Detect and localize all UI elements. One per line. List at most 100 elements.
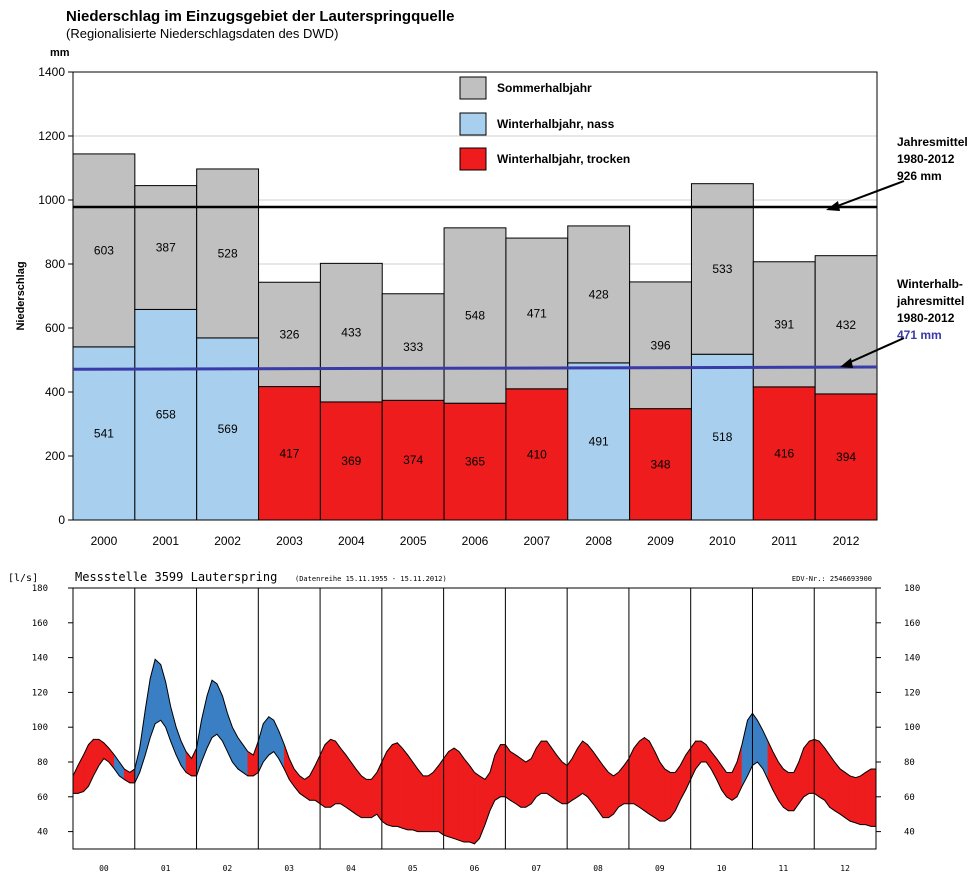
- data-label-winter-2010: 518: [712, 430, 732, 444]
- bar-winter-2007: [505, 388, 569, 521]
- x-tick-label: 2001: [152, 534, 179, 548]
- flow-x-tick-label: 10: [717, 864, 727, 873]
- edv-number: EDV-Nr.: 2546693900: [792, 575, 872, 583]
- bar-summer-2008: [567, 225, 631, 364]
- data-label-summer-2008: 428: [589, 287, 609, 301]
- flow-band-segment: [500, 744, 506, 798]
- flow-y-tick-label-right: 80: [904, 758, 915, 768]
- flow-x-tick-label: 12: [840, 864, 850, 873]
- data-label-summer-2003: 326: [279, 327, 299, 341]
- flow-band-segment: [767, 740, 774, 790]
- x-tick-label: 2011: [771, 534, 797, 548]
- x-tick-label: 2004: [338, 534, 365, 548]
- flow-band-segment: [154, 658, 162, 725]
- data-label-winter-2003: 417: [279, 446, 299, 460]
- bar-summer-2000: [72, 153, 136, 348]
- bar-summer-2007: [505, 237, 569, 390]
- flow-band-segment: [392, 742, 398, 827]
- annual-mean-arrowhead: [826, 201, 840, 211]
- flow-unit-label: [l/s]: [8, 573, 38, 584]
- flow-x-tick-label: 02: [223, 864, 233, 873]
- flow-x-tick-label: 06: [470, 864, 480, 873]
- bar-winter-2010: [690, 353, 754, 521]
- flow-y-tick-label: 180: [32, 584, 48, 594]
- data-label-winter-2007: 410: [527, 447, 547, 461]
- bar-winter-2012: [814, 393, 878, 521]
- flow-band-segment: [556, 754, 563, 805]
- flow-band-segment: [535, 740, 542, 798]
- legend-label: Winterhalbjahr, nass: [497, 117, 615, 131]
- flow-band-segment: [401, 747, 409, 831]
- flow-band-segment: [314, 754, 321, 805]
- flow-band-segment: [787, 772, 795, 812]
- flow-band-segment: [371, 771, 378, 819]
- flow-y-tick-label: 60: [37, 793, 48, 803]
- flow-band-segment: [335, 740, 341, 805]
- flow-band-segment: [366, 779, 372, 818]
- flow-band-segment: [546, 740, 553, 798]
- flow-band-segment: [860, 771, 866, 825]
- flow-band-segment: [577, 740, 583, 798]
- flow-band-segment: [144, 678, 151, 756]
- flow-band-segment: [582, 740, 588, 798]
- flow-band-segment: [844, 771, 851, 822]
- flow-band-segment: [396, 742, 403, 829]
- flow-band-segment: [855, 775, 861, 826]
- winter-mean-label-line: jahresmittel: [896, 294, 964, 308]
- bar-summer-2012: [814, 255, 878, 395]
- flow-band-segment: [443, 750, 449, 838]
- legend-swatch: [459, 147, 487, 171]
- flow-band-segment: [592, 750, 599, 812]
- flow-band-segment: [381, 751, 388, 826]
- flow-band-segment: [216, 683, 223, 742]
- flow-y-tick-label-right: 140: [904, 654, 920, 664]
- y-tick-label: 400: [45, 385, 65, 399]
- data-label-winter-2002: 569: [218, 422, 238, 436]
- winter-mean-label-line: 1980-2012: [897, 311, 955, 325]
- flow-band-segment: [839, 768, 846, 819]
- spring-discharge-chart: [l/s] Messstelle 3599 Lauterspring (Datenr…: [8, 570, 920, 873]
- bar-summer-2009: [629, 281, 692, 410]
- annual-mean-label-line: 1980-2012: [897, 152, 955, 166]
- flow-y-tick-label-right: 160: [904, 619, 920, 629]
- flow-band-segment: [417, 768, 424, 832]
- flow-band-segment: [479, 775, 486, 839]
- bar-summer-2002: [196, 168, 260, 339]
- flow-band-segment: [566, 757, 573, 805]
- flow-band-segment: [355, 768, 362, 819]
- flow-band-segment: [808, 738, 815, 794]
- flow-y-tick-label-right: 180: [904, 584, 920, 594]
- flow-x-tick-label: 11: [779, 864, 789, 873]
- flow-band-segment: [304, 775, 310, 801]
- annual-mean-label-line: Jahresmittel: [897, 135, 968, 149]
- flow-band-segment: [721, 764, 727, 798]
- flow-band-segment: [602, 764, 609, 818]
- flow-x-tick-label: 08: [593, 864, 603, 873]
- flow-band-segment: [432, 764, 439, 832]
- flow-band-segment: [386, 743, 393, 827]
- flow-y-tick-label: 100: [32, 723, 48, 733]
- flow-y-tick-label-right: 60: [904, 793, 915, 803]
- flow-band-segment: [818, 740, 826, 801]
- flow-band-segment: [726, 772, 733, 801]
- annual-mean-label-line: 926 mm: [897, 169, 942, 183]
- data-label-winter-2001: 658: [156, 408, 176, 422]
- x-tick-label: 2009: [647, 534, 674, 548]
- flow-band-segment: [262, 715, 270, 763]
- flow-band-segment: [469, 764, 475, 845]
- flow-band-segment: [83, 744, 89, 793]
- flow-band-segment: [659, 761, 666, 822]
- flow-band-segment: [515, 754, 522, 808]
- flow-band-segment: [834, 761, 841, 815]
- flow-band-segment: [762, 730, 769, 780]
- data-label-summer-2011: 391: [774, 317, 794, 331]
- bar-summer-2006: [443, 227, 507, 404]
- flow-band-segment: [803, 740, 810, 798]
- data-label-winter-2004: 369: [341, 454, 361, 468]
- winter-mean-arrowhead: [840, 358, 853, 368]
- x-tick-label: 2007: [523, 534, 550, 548]
- flow-band-segment: [752, 712, 758, 767]
- flow-band-segment: [670, 772, 676, 819]
- data-label-summer-2002: 528: [218, 246, 238, 260]
